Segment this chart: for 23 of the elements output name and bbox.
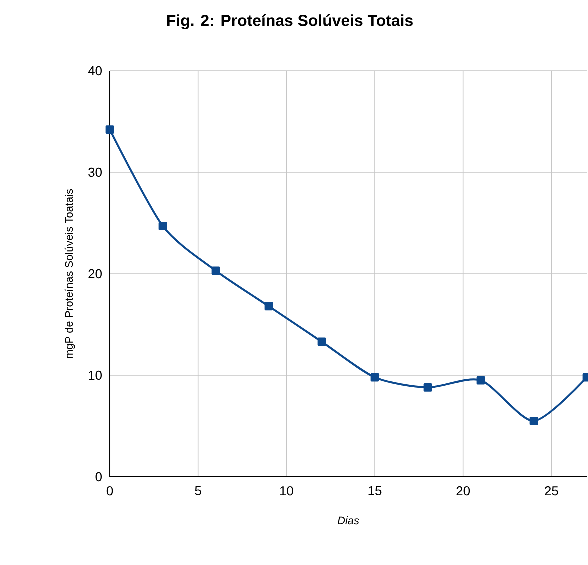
point [106, 126, 114, 134]
chart-title: Fig. 2: Proteínas Solúveis Totais [168, 14, 413, 30]
point [158, 222, 168, 230]
point [264, 302, 274, 311]
y-tick-label: 40 [88, 66, 102, 76]
point [370, 373, 380, 382]
y-tick-label: 10 [89, 370, 102, 380]
x-tick-label: 0 [106, 486, 114, 496]
x-tick-label: 15 [368, 486, 382, 496]
point [476, 376, 486, 385]
point [424, 383, 432, 392]
point [318, 338, 326, 346]
x-tick-label: 5 [195, 486, 202, 496]
x-tick-label: 10 [280, 486, 294, 496]
point [530, 416, 538, 426]
y-tick-label: 20 [88, 269, 102, 279]
y-tick-label: 30 [88, 168, 102, 178]
x-axis-title: Dias [338, 516, 360, 525]
x-tick-label: 20 [456, 486, 470, 496]
point [212, 266, 220, 276]
y-tick-label: 0 [96, 472, 102, 482]
x-tick-label: 25 [545, 486, 558, 496]
y-axis-title: mgP de Proteínas Solúveis Toatais [64, 189, 76, 358]
